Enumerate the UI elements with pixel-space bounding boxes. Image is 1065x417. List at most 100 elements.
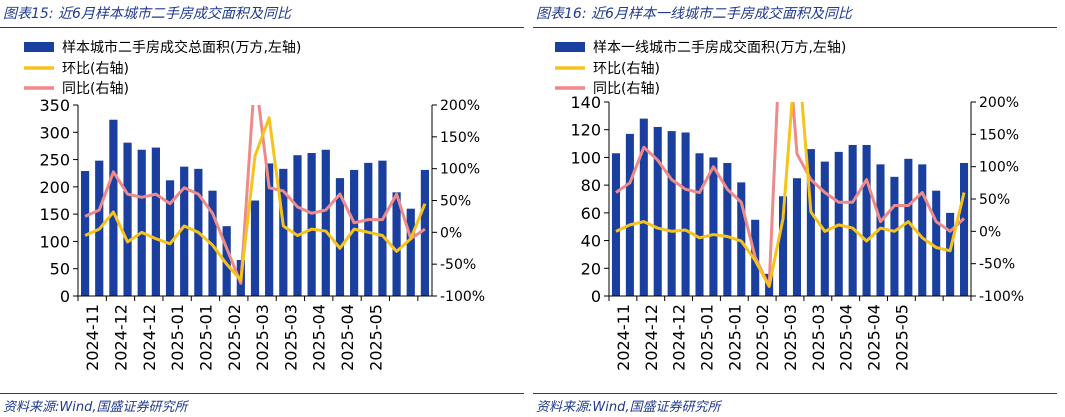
- bar: [364, 162, 373, 296]
- bar: [378, 160, 387, 296]
- y-right-tick-label: 150%: [979, 127, 1019, 143]
- bar: [932, 190, 941, 296]
- x-tick-label: 2025-02: [225, 304, 244, 371]
- legend-swatch-bars: [24, 42, 54, 52]
- x-tick-label: 2025-02: [753, 304, 772, 371]
- bar: [392, 192, 401, 296]
- x-tick-label: 2024-12: [642, 304, 661, 371]
- bar: [321, 149, 330, 296]
- bar: [918, 164, 927, 296]
- y-right-tick-label: 50%: [979, 192, 1010, 208]
- bar: [151, 147, 160, 296]
- bar: [862, 144, 871, 296]
- y-left-tick-label: 100: [570, 148, 601, 167]
- x-tick-label: 2025-03: [781, 304, 800, 371]
- bar: [876, 164, 885, 296]
- bar: [709, 157, 718, 296]
- bar: [335, 178, 345, 296]
- legend-label-mom: 环比(右轴): [62, 61, 129, 77]
- y-left-tick-label: 200: [39, 178, 70, 197]
- x-tick-label: 2025-04: [338, 304, 357, 371]
- legend-label-bars: 样本一线城市二手房成交面积(万方,左轴): [593, 39, 846, 56]
- bar: [165, 180, 175, 296]
- x-tick-label: 2025-05: [366, 304, 385, 371]
- bar: [667, 131, 676, 296]
- x-tick-label: 2024-11: [614, 304, 633, 371]
- bar: [293, 155, 302, 296]
- y-left-tick-label: 350: [39, 96, 70, 115]
- bar: [180, 166, 189, 296]
- bar: [279, 168, 288, 296]
- x-tick-label: 2025-01: [196, 304, 215, 371]
- bar: [792, 178, 801, 296]
- y-left-tick-label: 20: [581, 259, 601, 278]
- bar: [960, 162, 969, 296]
- y-right-tick-label: -50%: [979, 257, 1015, 273]
- title-divider: [533, 27, 1057, 28]
- bar: [80, 171, 90, 296]
- bar: [779, 196, 788, 296]
- legend-label-yoy: 同比(右轴): [593, 81, 660, 97]
- y-left-tick-label: 0: [591, 287, 601, 306]
- x-tick-label: 2024-12: [140, 304, 159, 371]
- x-tick-label: 2025-04: [310, 304, 329, 371]
- mom-line: [84, 116, 427, 282]
- bar: [806, 149, 815, 296]
- y-right-tick-label: 0%: [440, 225, 462, 241]
- bar: [222, 226, 231, 296]
- x-tick-label: 2025-03: [809, 304, 828, 371]
- legend-swatch-bars: [555, 42, 585, 52]
- line-series-group: [615, 102, 966, 288]
- bar: [848, 144, 857, 296]
- bar: [625, 133, 634, 296]
- x-tick-label: 2024-12: [670, 304, 689, 371]
- source-divider: [0, 393, 524, 394]
- bar: [137, 149, 146, 296]
- x-tick-label: 2025-01: [725, 304, 744, 371]
- y-right-tick-label: -100%: [440, 289, 485, 305]
- x-tick-label: 2025-04: [865, 304, 884, 371]
- x-tick-label: 2025-03: [253, 304, 272, 371]
- bar: [123, 142, 132, 296]
- bar: [890, 176, 899, 296]
- yoy-line: [615, 102, 966, 288]
- x-tick-label: 2025-01: [168, 304, 187, 371]
- y-right-tick-label: 200%: [979, 95, 1019, 111]
- x-tick-label: 2025-03: [281, 304, 300, 371]
- bar: [406, 208, 415, 296]
- y-left-tick-label: 50: [50, 260, 70, 279]
- source-note: 资料来源:Wind,国盛证券研究所: [536, 400, 721, 415]
- y-right-tick-label: 0%: [979, 224, 1001, 240]
- x-tick-label: 2025-01: [697, 304, 716, 371]
- chart-figure: 0 20 40 60 80 100 120 140 -100% -50% 0% 50% 100% 150%…: [555, 39, 1024, 371]
- bar: [639, 118, 648, 296]
- x-tick-label: 2024-12: [111, 304, 130, 371]
- y-right-tick-label: -50%: [440, 257, 476, 273]
- bar: [723, 162, 732, 296]
- legend-label-bars: 样本城市二手房成交总面积(万方,左轴): [62, 39, 301, 56]
- bar: [307, 153, 316, 296]
- bar: [250, 200, 260, 296]
- yoy-line: [84, 105, 426, 285]
- y-left-tick-label: 250: [39, 151, 70, 170]
- bar: [695, 153, 704, 296]
- bar: [109, 119, 118, 296]
- bar: [681, 132, 690, 296]
- legend-label-yoy: 同比(右轴): [62, 81, 129, 97]
- y-left-tick-label: 120: [570, 121, 601, 140]
- chart-panel-right: 图表16: 近6月样本一线城市二手房成交面积及同比 0 20 40 60 80 100 12…: [533, 0, 1065, 417]
- mom-line: [615, 102, 966, 288]
- y-right-tick-label: 200%: [440, 98, 480, 114]
- y-left-tick-label: 150: [39, 205, 70, 224]
- y-right-tick-label: -100%: [979, 289, 1024, 305]
- bar: [737, 182, 746, 296]
- y-right-tick-label: 50%: [440, 194, 471, 210]
- title-divider: [0, 27, 524, 28]
- y-right-tick-label: 100%: [979, 160, 1019, 176]
- bar: [611, 153, 620, 296]
- bar: [653, 126, 662, 296]
- x-tick-label: 2025-04: [837, 304, 856, 371]
- legend-label-mom: 环比(右轴): [593, 61, 660, 77]
- chart-panel-left: 图表15: 近6月样本城市二手房成交面积及同比 0 50 100 150 200 250 3…: [0, 0, 532, 417]
- bar: [265, 163, 274, 296]
